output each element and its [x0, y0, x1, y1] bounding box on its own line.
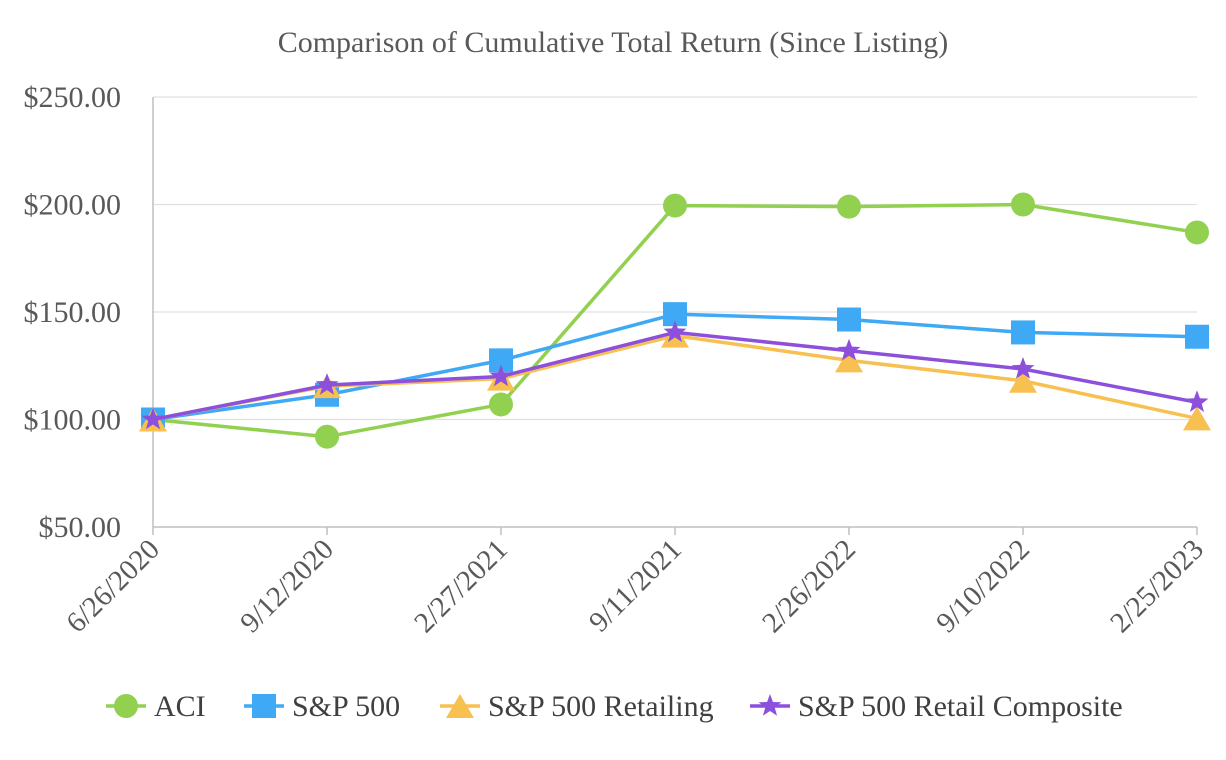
data-point-sandp-500 [1185, 324, 1209, 349]
data-point-sandp-500-retail-composite [1185, 390, 1209, 413]
series-sandp-500-retailing [139, 323, 1211, 432]
series-aci [141, 192, 1209, 449]
series-layer [139, 192, 1211, 449]
data-point-aci [1185, 220, 1209, 245]
data-point-sandp-500-retailing [1183, 406, 1211, 431]
data-point-sandp-500 [837, 307, 861, 332]
data-point-aci [663, 193, 687, 218]
legend-marker-sandp-500-retailing [446, 694, 474, 718]
x-tick-label: 9/11/2021 [583, 533, 688, 638]
data-point-aci [489, 392, 513, 417]
legend-marker-sandp-500 [252, 694, 276, 718]
legend-label: S&P 500 Retailing [488, 690, 714, 723]
x-tick-label: 6/26/2020 [60, 533, 166, 639]
data-point-aci [1011, 192, 1035, 217]
x-tick-label: 9/12/2020 [234, 533, 340, 639]
legend-label: ACI [154, 690, 206, 723]
x-tick-label: 2/25/2023 [1104, 533, 1210, 639]
legend-item-sandp-500-retailing: S&P 500 Retailing [440, 690, 714, 723]
data-point-sandp-500-retail-composite [1011, 356, 1035, 379]
y-tick-label: $150.00 [24, 296, 122, 329]
x-tick-label: 2/26/2022 [756, 533, 862, 639]
legend: ACI S&P 500 S&P 500 Retailing S&P 500 Retai… [106, 690, 1123, 723]
y-tick-label: $200.00 [24, 189, 122, 222]
data-point-sandp-500-retail-composite [141, 407, 165, 430]
y-tick-label: $50.00 [39, 511, 122, 544]
data-point-aci [837, 194, 861, 219]
series-sandp-500 [141, 302, 1209, 432]
data-point-sandp-500-retail-composite [837, 338, 861, 361]
data-point-sandp-500-retail-composite [489, 364, 513, 387]
legend-item-aci: ACI [106, 690, 206, 723]
y-tick-label: $250.00 [24, 81, 122, 114]
data-point-sandp-500-retailing [1009, 368, 1037, 393]
legend-marker-aci [114, 694, 138, 718]
data-point-sandp-500-retail-composite [315, 373, 339, 395]
y-tick-label: $100.00 [24, 404, 122, 437]
axes: $50.00 $100.00 $150.00 $200.00 $250.00 6/26/2… [24, 81, 1210, 639]
legend-item-sandp-500-retail-composite: S&P 500 Retail Composite [750, 690, 1123, 723]
data-point-sandp-500-retailing [835, 348, 863, 373]
data-point-aci [315, 424, 339, 449]
series-sandp-500-retail-composite [141, 320, 1209, 430]
data-point-sandp-500-retail-composite [663, 320, 687, 343]
data-point-sandp-500 [1011, 320, 1035, 345]
series-line-sandp-500-retailing [152, 333, 1198, 422]
legend-marker-sandp-500-retail-composite [758, 694, 782, 716]
legend-label: S&P 500 [292, 690, 400, 723]
x-tick-label: 2/27/2021 [408, 533, 514, 639]
x-tick-label: 9/10/2022 [930, 533, 1036, 639]
legend-item-sandp-500: S&P 500 [244, 690, 400, 723]
chart-title: Comparison of Cumulative Total Return (S… [278, 26, 949, 59]
legend-label: S&P 500 Retail Composite [798, 690, 1123, 723]
